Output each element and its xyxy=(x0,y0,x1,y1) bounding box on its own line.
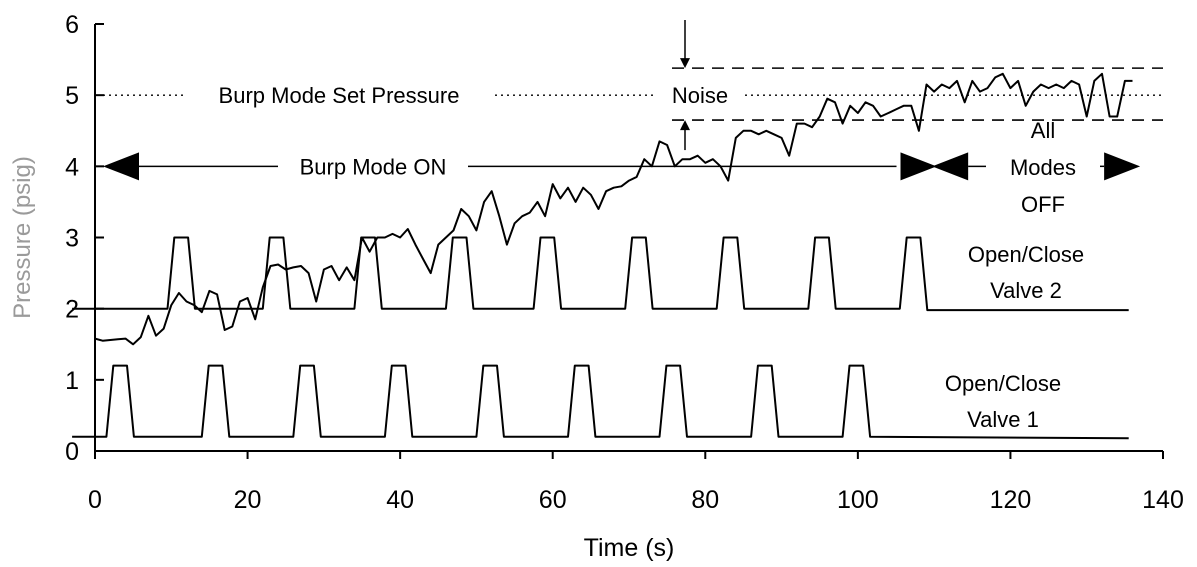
all-off-label-line: Modes xyxy=(1010,155,1076,180)
x-tick-label: 20 xyxy=(234,486,262,514)
y-tick-label: 0 xyxy=(65,438,79,466)
y-axis-title: Pressure (psig) xyxy=(9,156,36,319)
burp-on-arrow-left xyxy=(103,152,139,181)
burp-on-label: Burp Mode ON xyxy=(300,154,447,179)
x-tick-label: 0 xyxy=(88,486,102,514)
x-tick-label: 80 xyxy=(691,486,719,514)
noise-arrow-up-head xyxy=(680,120,690,131)
valve2-label-line: Open/Close xyxy=(968,242,1084,267)
x-axis-title: Time (s) xyxy=(584,534,675,562)
noise-arrow-down-head xyxy=(680,58,690,69)
y-tick-label: 6 xyxy=(65,11,79,39)
valve1-label-line: Valve 1 xyxy=(967,407,1039,432)
y-tick-label: 4 xyxy=(65,153,79,181)
x-tick-label: 140 xyxy=(1142,486,1184,514)
pressure-series-line xyxy=(94,72,1133,346)
x-tick-label: 120 xyxy=(990,486,1032,514)
annotations xyxy=(103,20,1163,181)
series-group xyxy=(72,72,1133,440)
y-tick-label: 5 xyxy=(65,82,79,110)
x-tick-label: 100 xyxy=(837,486,879,514)
all-off-label-line: OFF xyxy=(1021,192,1065,217)
all-off-label-line: All xyxy=(1031,118,1055,143)
noise-label: Noise xyxy=(672,83,728,108)
x-tick-label: 40 xyxy=(386,486,414,514)
burp-on-arrow-right xyxy=(900,152,937,181)
valve1-label-line: Open/Close xyxy=(945,371,1061,396)
valve2-label-line: Valve 2 xyxy=(990,278,1062,303)
all-off-arrow-right xyxy=(1104,152,1141,181)
y-tick-label: 2 xyxy=(65,296,79,324)
x-tick-label: 60 xyxy=(539,486,567,514)
valve2-series-line xyxy=(72,236,1129,312)
all-off-arrow-left xyxy=(932,152,969,181)
valve1-series-line xyxy=(72,364,1129,440)
set-pressure-label: Burp Mode Set Pressure xyxy=(219,83,460,108)
y-tick-label: 3 xyxy=(65,225,79,253)
labels: Time (s) Pressure (psig) Burp Mode Set Pre… xyxy=(9,83,1084,562)
y-tick-label: 1 xyxy=(65,367,79,395)
